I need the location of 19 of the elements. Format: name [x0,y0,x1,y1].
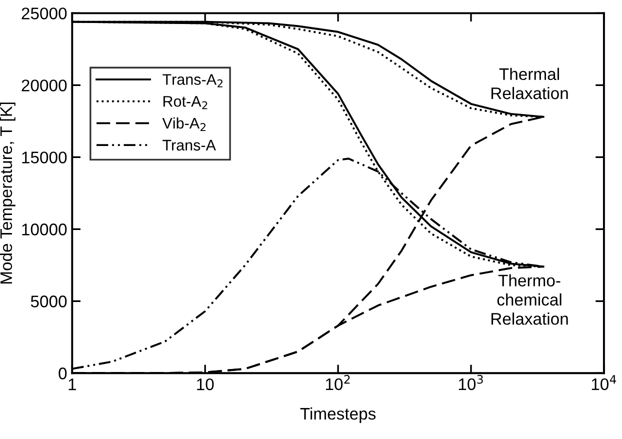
x-axis-title: Timesteps [300,407,376,423]
y-tick-label: 20000 [22,80,67,92]
y-tick-label: 0 [58,368,67,380]
legend-label: Vib-A$_{2}$ [162,117,206,131]
x-tick-label: 10$^{3}$ [458,374,483,390]
x-tick-label: 10$^{2}$ [326,374,350,390]
annotation: Thermo- chemical Relaxation [492,274,568,325]
x-tick-label: 10$^{4}$ [592,375,616,390]
y-tick-label: 5000 [30,296,67,308]
y-tick-label: 10000 [22,224,67,236]
y-tick-label: 15000 [22,152,67,164]
annotation: Thermal Relaxation [492,68,568,100]
x-tick-label: 10 [197,378,214,390]
y-tick-label: 25000 [22,8,67,20]
legend-label: Rot-A$_{2}$ [163,96,208,110]
x-tick-label: 1 [68,378,76,390]
legend-label: Trans-A [162,140,216,151]
y-axis-title: Mode Temperature, T [K] [0,102,16,284]
legend-label: Trans-A$_{2}$ [162,74,222,88]
